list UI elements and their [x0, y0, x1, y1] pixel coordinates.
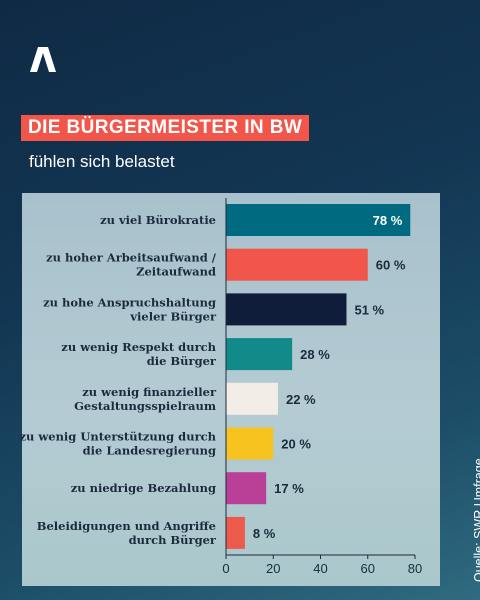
value-label-4: 22 %	[286, 392, 316, 407]
category-label-1: zu hoher Arbeitsaufwand / Zeitaufwand	[46, 251, 217, 279]
bar-7	[226, 516, 245, 549]
bar-0	[226, 204, 411, 236]
source-label: Quelle: SWR Umfrage	[472, 458, 480, 582]
category-label-3: zu wenig Respekt durch die Bürger	[61, 340, 217, 368]
bar-2	[226, 293, 347, 326]
bar-3	[226, 338, 293, 371]
category-label-0: zu viel Bürokratie	[100, 213, 216, 227]
category-label-5: zu wenig Unterstützung durch die Landesre…	[19, 430, 216, 458]
x-tick-label-3: 60	[361, 561, 375, 576]
bar-4	[226, 382, 278, 415]
bar-5	[226, 427, 274, 460]
chart-subtitle: fühlen sich belastet	[29, 152, 175, 171]
x-tick-label-4: 80	[408, 561, 422, 576]
value-label-0: 78 %	[373, 213, 403, 228]
brand-a-logo-icon	[29, 45, 57, 73]
category-label-7: Beleidigungen und Angriffe durch Bürger	[37, 519, 217, 547]
chart-title: DIE BÜRGERMEISTER IN BW	[28, 117, 303, 138]
value-label-5: 20 %	[281, 437, 311, 452]
value-label-3: 28 %	[300, 347, 330, 362]
value-label-1: 60 %	[376, 258, 406, 273]
category-label-6: zu niedrige Bezahlung	[71, 481, 216, 495]
bar-6	[226, 472, 267, 505]
value-label-6: 17 %	[274, 481, 304, 496]
value-label-2: 51 %	[354, 302, 384, 317]
x-tick-label-2: 40	[313, 561, 327, 576]
value-label-7: 8 %	[253, 526, 276, 541]
x-tick-label-0: 0	[222, 561, 229, 576]
category-label-4: zu wenig finanzieller Gestaltungsspielrau…	[74, 385, 217, 413]
title-banner: DIE BÜRGERMEISTER IN BW	[21, 115, 310, 141]
bar-1	[226, 248, 368, 281]
x-tick-label-1: 20	[266, 561, 280, 576]
category-label-2: zu hohe Anspruchshaltung vieler Bürger	[43, 295, 217, 323]
